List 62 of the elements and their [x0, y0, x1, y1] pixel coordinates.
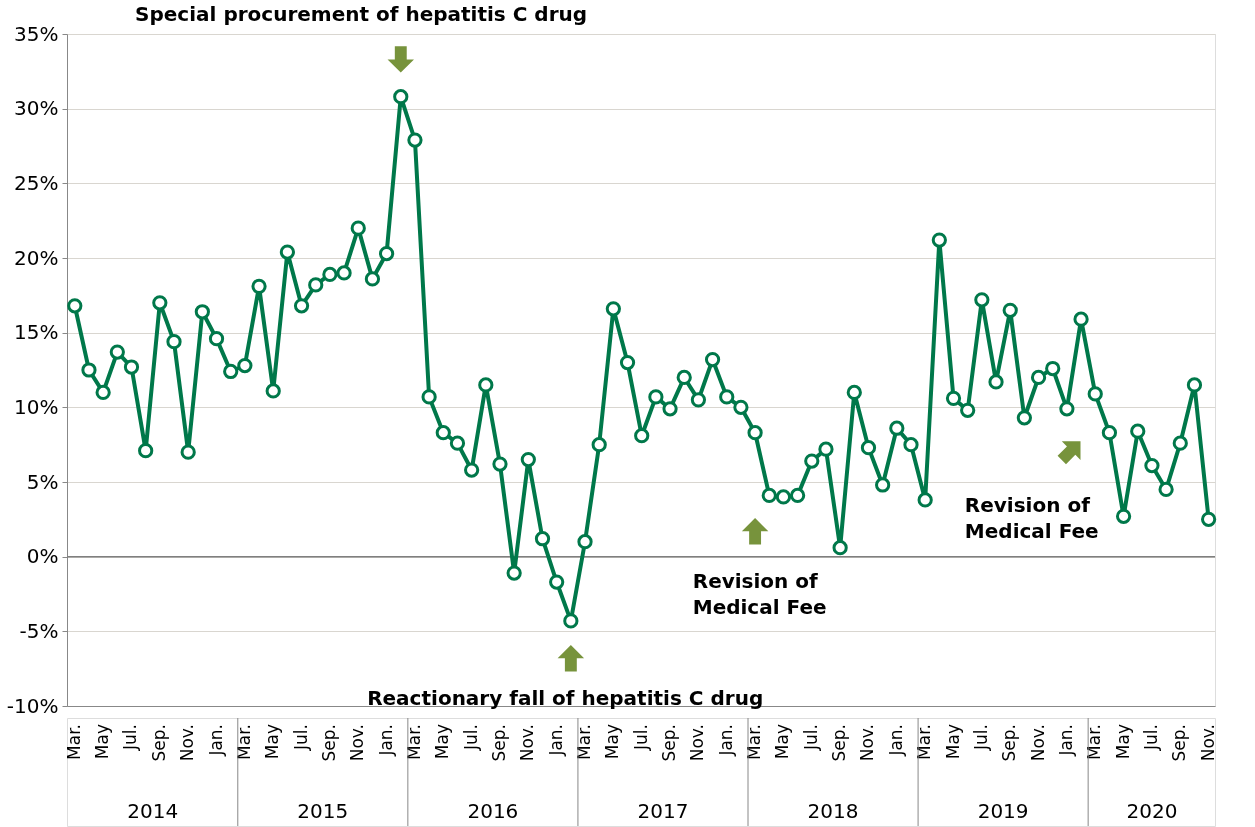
x-tick-label: Jul.	[460, 724, 481, 751]
x-tick-label: May	[1112, 724, 1133, 760]
text: 2016	[467, 799, 519, 823]
x-tick-label: May	[92, 724, 113, 760]
y-tick-label: -10%	[6, 693, 59, 718]
x-tick-label: May	[772, 724, 793, 760]
x-tick-label: Mar.	[1084, 724, 1105, 760]
x-tick-label: Sep.	[659, 724, 680, 762]
x-tick-label: Mar.	[914, 724, 935, 760]
x-tick-label: Jul.	[630, 724, 651, 751]
x-tick-label: Nov.	[857, 724, 878, 762]
x-tick-label: Jul.	[120, 724, 141, 751]
x-tick-label: Mar.	[574, 724, 595, 760]
y-tick-label: -5%	[19, 618, 59, 643]
y-tick-label: 0%	[26, 544, 59, 569]
text: 2020	[1126, 799, 1178, 823]
text: 2015	[297, 799, 349, 823]
x-tick-label: May	[262, 724, 283, 760]
x-tick-label: Jan.	[545, 724, 566, 757]
x-tick-label: Nov.	[347, 724, 368, 762]
y-tick-label: 25%	[14, 170, 59, 195]
x-tick-label: Sep.	[148, 724, 169, 762]
x-tick-label: Jan.	[715, 724, 736, 757]
x-tick-label: Jul.	[970, 724, 991, 751]
text: 2019	[977, 799, 1029, 823]
text: 2017	[637, 799, 689, 823]
y-tick-label: 10%	[14, 394, 59, 419]
x-tick-label: Jan.	[1055, 724, 1076, 757]
x-tick-label: Jan.	[375, 724, 396, 757]
x-tick-label: Jan.	[885, 724, 906, 757]
x-tick-label: Mar.	[744, 724, 765, 760]
x-tick-label: Mar.	[63, 724, 84, 760]
x-tick-label: Jul.	[290, 724, 311, 751]
x-tick-label: Nov.	[517, 724, 538, 762]
x-tick-label: Mar.	[403, 724, 424, 760]
y-tick-label: 15%	[14, 320, 59, 345]
x-tick-label: Jul.	[800, 724, 821, 751]
x-tick-label: Nov.	[177, 724, 198, 762]
x-tick-label: Mar.	[233, 724, 254, 760]
annotation: Reactionary fall of hepatitis C drug	[367, 685, 764, 710]
x-tick-label: Jan.	[205, 724, 226, 757]
y-tick-label: 35%	[14, 21, 59, 46]
x-tick-label: May	[942, 724, 963, 760]
x-tick-label: Sep.	[488, 724, 509, 762]
x-tick-label: Sep.	[318, 724, 339, 762]
annotation: Revision of Medical Fee	[964, 492, 1099, 543]
x-tick-label: Sep.	[999, 724, 1020, 762]
x-tick-label: Nov.	[1197, 724, 1218, 762]
x-tick-label: May	[432, 724, 453, 760]
y-tick-label: 5%	[26, 469, 59, 494]
x-tick-label: Nov.	[1027, 724, 1048, 762]
annotation: Revision of Medical Fee	[692, 569, 827, 620]
x-tick-label: Sep.	[1169, 724, 1190, 762]
y-tick-label: 20%	[14, 245, 59, 270]
y-tick-label: 30%	[14, 96, 59, 121]
x-tick-label: Sep.	[829, 724, 850, 762]
text: Special procurement of hepatitis C drug	[135, 1, 588, 26]
text: 2014	[127, 799, 179, 823]
x-tick-label: May	[602, 724, 623, 760]
x-tick-label: Nov.	[687, 724, 708, 762]
x-tick-label: Jul.	[1140, 724, 1161, 751]
text: 2018	[807, 799, 859, 823]
